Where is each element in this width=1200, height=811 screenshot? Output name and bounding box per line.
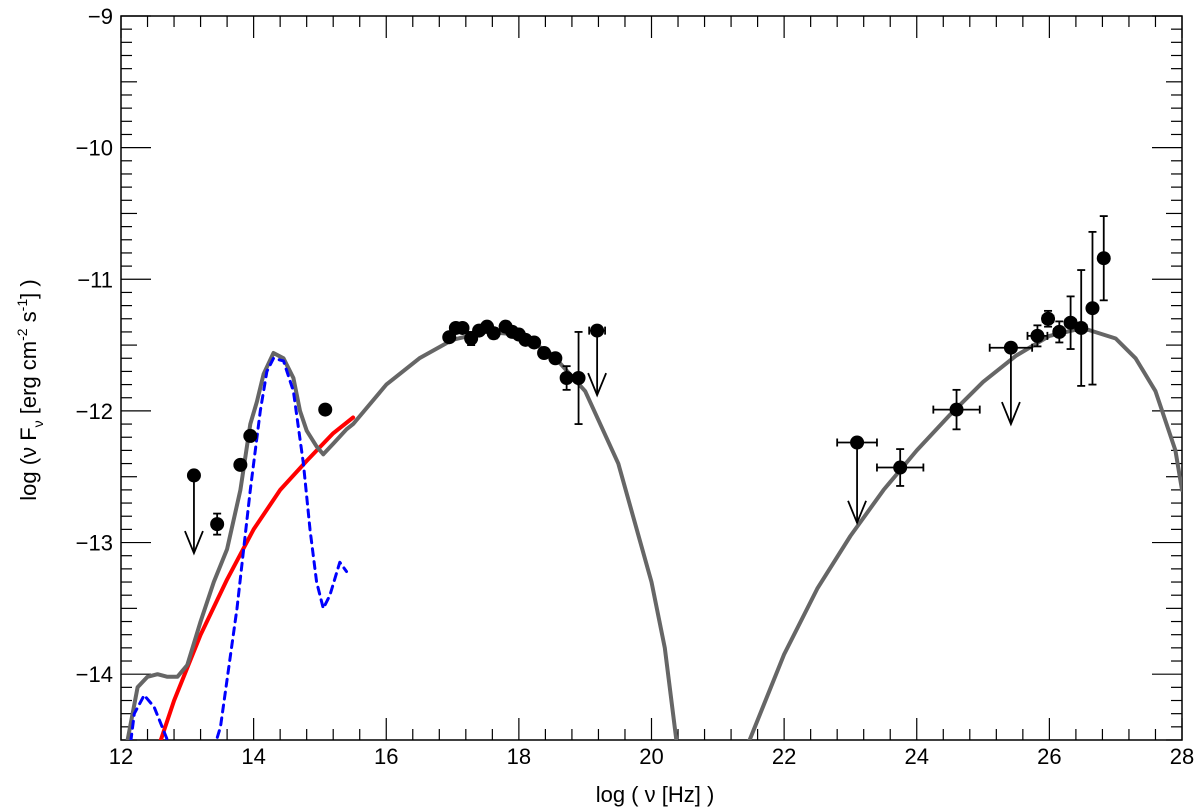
y-axis-title-sub: ν <box>30 420 46 427</box>
data-points <box>210 215 1111 536</box>
data-point <box>233 457 248 472</box>
y-axis-title-prefix: log (ν F <box>16 427 41 500</box>
y-tick-label: −14 <box>76 662 113 687</box>
x-tick-label: 12 <box>109 744 133 769</box>
y-axis-title: log (ν Fν [erg cm-2 s-1] ) <box>14 279 46 500</box>
upper-limit-arrowhead <box>587 372 607 398</box>
x-tick-label: 16 <box>374 744 398 769</box>
upper-limit-arrowhead <box>1001 401 1021 427</box>
data-point <box>455 320 470 335</box>
x-tick-label: 18 <box>507 744 531 769</box>
upper-limit-point <box>1003 340 1018 355</box>
upper-limit-point <box>186 468 201 483</box>
data-point <box>949 402 964 417</box>
x-tick-label: 14 <box>241 744 265 769</box>
y-axis-title-mid1: [erg cm <box>16 341 41 420</box>
data-point <box>1063 315 1078 330</box>
tick-labels: 12 14 16 18 20 22 24 26 28 −14 −13 −12 −11 −10 −9 <box>76 4 1195 769</box>
y-axis-title-suffix: ] ) <box>16 279 41 299</box>
upper-limit-arrowhead <box>184 530 204 556</box>
axis-ticks <box>120 15 1183 741</box>
data-point <box>486 326 501 341</box>
y-tick-label: −11 <box>77 267 113 292</box>
curve-synchrotron <box>158 415 356 740</box>
data-point <box>318 402 333 417</box>
data-point <box>537 345 552 360</box>
y-tick-label: −12 <box>76 399 113 424</box>
upper-limit-point <box>590 323 605 338</box>
data-point <box>548 351 563 366</box>
plot-frame <box>120 15 1183 741</box>
x-axis-title: log ( ν [Hz] ) <box>596 782 715 807</box>
curve-host-galaxy <box>129 356 348 740</box>
x-tick-label: 22 <box>772 744 796 769</box>
upper-limit-arrowhead <box>847 500 867 526</box>
data-point <box>1052 324 1067 339</box>
y-tick-label: −13 <box>76 531 113 556</box>
x-tick-label: 28 <box>1170 744 1194 769</box>
curve-total-model <box>125 329 679 740</box>
y-tick-label: −10 <box>76 136 113 161</box>
y-tick-label: −9 <box>88 4 113 29</box>
upper-limits <box>184 323 1034 556</box>
data-point <box>1074 320 1089 335</box>
upper-limit-point <box>850 435 865 450</box>
data-point <box>243 428 258 443</box>
data-point <box>893 460 908 475</box>
x-tick-label: 20 <box>639 744 663 769</box>
y-axis-title-sup2: -1 <box>14 299 30 312</box>
data-point <box>1085 301 1100 316</box>
x-tick-label: 26 <box>1037 744 1061 769</box>
data-point <box>527 335 542 350</box>
y-axis-title-mid2: s <box>16 311 41 328</box>
data-point <box>559 371 574 385</box>
curve-inverse-compton-model <box>747 326 1182 740</box>
y-axis-title-sup1: -2 <box>14 328 30 341</box>
data-point <box>571 371 586 385</box>
data-point <box>210 517 225 532</box>
data-point <box>1096 251 1111 266</box>
data-point <box>1030 328 1045 343</box>
x-tick-label: 24 <box>905 744 929 769</box>
data-point <box>1041 311 1056 326</box>
